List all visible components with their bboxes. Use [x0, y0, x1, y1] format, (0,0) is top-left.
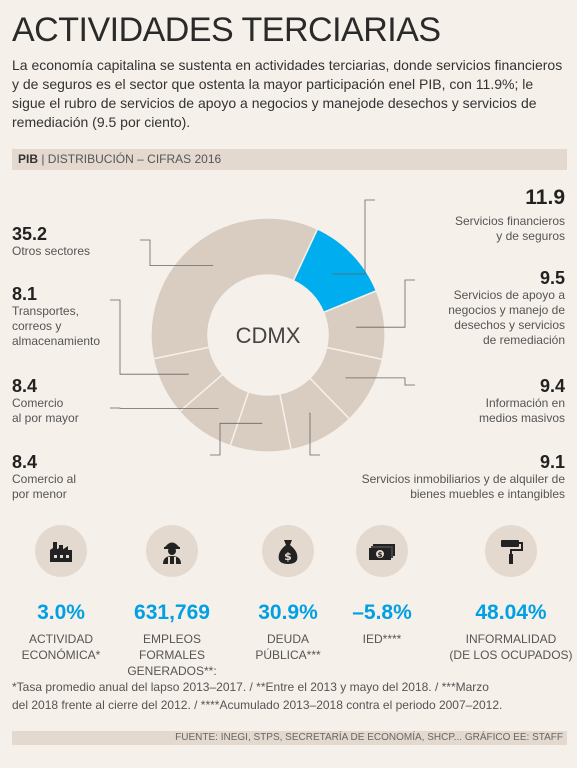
text-menor-1: Comercio al	[12, 472, 77, 486]
text-apoyo-1: Servicios de apoyo a	[453, 288, 565, 302]
label-financieros: 11.9 Servicios financieros y de seguros	[365, 186, 565, 244]
donut-chart: CDMX 11.9 Servicios financieros y de seg…	[0, 180, 577, 515]
svg-text:$: $	[378, 551, 383, 559]
text-apoyo-4: de remediación	[482, 333, 565, 347]
text-otros-1: Otros sectores	[12, 244, 91, 258]
label-menor: 8.4 Comercio al por menor	[12, 452, 152, 502]
stat-empleos-label-2: GENERADOS**:	[127, 664, 217, 678]
value-financieros: 11.9	[525, 186, 565, 209]
stat-actividad-label-2: ECONÓMICA*	[21, 648, 101, 662]
donut-center-label: CDMX	[236, 323, 301, 348]
text-transportes-3: almacenamiento	[12, 334, 101, 348]
text-transportes-2: correos y	[12, 319, 62, 333]
leader-line-3	[309, 412, 320, 456]
text-info-2: medios masivos	[478, 411, 565, 425]
text-inmob-2: bienes muebles e intangibles	[410, 487, 565, 501]
stat-deuda: $ 30.9% DEUDA PÚBLICA***	[229, 525, 347, 663]
value-transportes: 8.1	[12, 284, 38, 304]
donut-slice-7	[150, 217, 319, 360]
stat-empleos-value: 631,769	[134, 601, 210, 624]
stat-empleos-label-1: EMPLEOS FORMALES	[138, 632, 205, 662]
stat-informalidad-label-1: INFORMALIDAD	[465, 632, 557, 646]
value-mayor: 8.4	[12, 376, 38, 396]
leader-line-1	[356, 279, 415, 328]
source-bar: FUENTE: INEGI, STPS, SECRETARÍA DE ECONO…	[12, 731, 567, 745]
label-info: 9.4 Información en medios masivos	[365, 376, 565, 426]
text-financieros-2: y de seguros	[496, 229, 565, 243]
text-mayor-1: Comercio	[12, 396, 64, 410]
label-mayor: 8.4 Comercio al por mayor	[12, 376, 152, 426]
leader-line-0	[332, 199, 375, 275]
text-financieros-1: Servicios financieros	[454, 214, 565, 228]
value-info: 9.4	[539, 376, 565, 396]
text-menor-2: por menor	[12, 487, 67, 501]
factory-icon	[35, 525, 87, 577]
stats-row: 3.0% ACTIVIDAD ECONÓMICA* 631,769 EMPLEO…	[0, 525, 577, 678]
stat-empleos: 631,769 EMPLEOS FORMALES GENERADOS**:	[113, 525, 231, 679]
svg-text:$: $	[284, 550, 292, 563]
paint-roller-icon	[485, 525, 537, 577]
text-inmob-1: Servicios inmobiliarios y de alquiler de	[361, 472, 565, 486]
stat-informalidad: 48.04% INFORMALIDAD (DE LOS OCUPADOS)	[446, 525, 576, 663]
stat-actividad-value: 3.0%	[37, 601, 85, 624]
stat-deuda-label-1: DEUDA	[266, 632, 309, 646]
leader-line-4	[210, 422, 263, 456]
stat-actividad-label-1: ACTIVIDAD	[28, 632, 93, 646]
value-menor: 8.4	[12, 452, 38, 472]
footnote-line-2: del 2018 frente al cierre del 2012. / **…	[12, 698, 503, 712]
label-transportes: 8.1 Transportes, correos y almacenamient…	[12, 284, 152, 349]
worker-icon	[146, 525, 198, 577]
stat-ied-label-1: IED****	[362, 632, 402, 646]
donut-svg: CDMX	[110, 199, 415, 456]
stat-deuda-label-2: PÚBLICA***	[255, 648, 321, 662]
leader-line-2	[345, 377, 415, 386]
label-apoyo: 9.5 Servicios de apoyo a negocios y mane…	[365, 268, 565, 348]
text-mayor-2: al por mayor	[12, 411, 79, 425]
page-title: ACTIVIDADES TERCIARIAS	[12, 11, 441, 49]
label-inmob: 9.1 Servicios inmobiliarios y de alquile…	[305, 452, 565, 502]
label-otros: 35.2 Otros sectores	[12, 224, 152, 259]
stat-informalidad-label-2: (DE LOS OCUPADOS)	[449, 648, 573, 662]
leader-line-7	[140, 239, 214, 267]
stat-ied-value: –5.8%	[352, 601, 412, 624]
text-apoyo-3: desechos y servicios	[454, 318, 565, 332]
footnote: *Tasa promedio anual del lapso 2013–2017…	[12, 678, 568, 714]
intro-text: La economía capitalina se sustenta en ac…	[12, 57, 563, 130]
stat-actividad: 3.0% ACTIVIDAD ECONÓMICA*	[2, 525, 120, 663]
text-transportes-1: Transportes,	[12, 304, 79, 318]
text-apoyo-2: negocios y manejo de	[448, 303, 565, 317]
footnote-line-1: *Tasa promedio anual del lapso 2013–2017…	[12, 680, 489, 694]
value-apoyo: 9.5	[539, 268, 565, 288]
value-otros: 35.2	[12, 224, 48, 244]
section-bar-text: | DISTRIBUCIÓN – CIFRAS 2016	[38, 152, 222, 166]
stat-ied: $ –5.8% IED****	[323, 525, 441, 647]
value-inmob: 9.1	[539, 452, 565, 472]
banknotes-icon: $	[356, 525, 408, 577]
stat-deuda-value: 30.9%	[258, 601, 318, 624]
text-info-1: Información en	[485, 396, 565, 410]
section-bar: PIB | DISTRIBUCIÓN – CIFRAS 2016	[12, 149, 567, 170]
money-bag-icon: $	[262, 525, 314, 577]
section-bar-bold: PIB	[18, 152, 39, 166]
leader-line-6	[110, 299, 189, 375]
stat-informalidad-value: 48.04%	[475, 601, 547, 624]
